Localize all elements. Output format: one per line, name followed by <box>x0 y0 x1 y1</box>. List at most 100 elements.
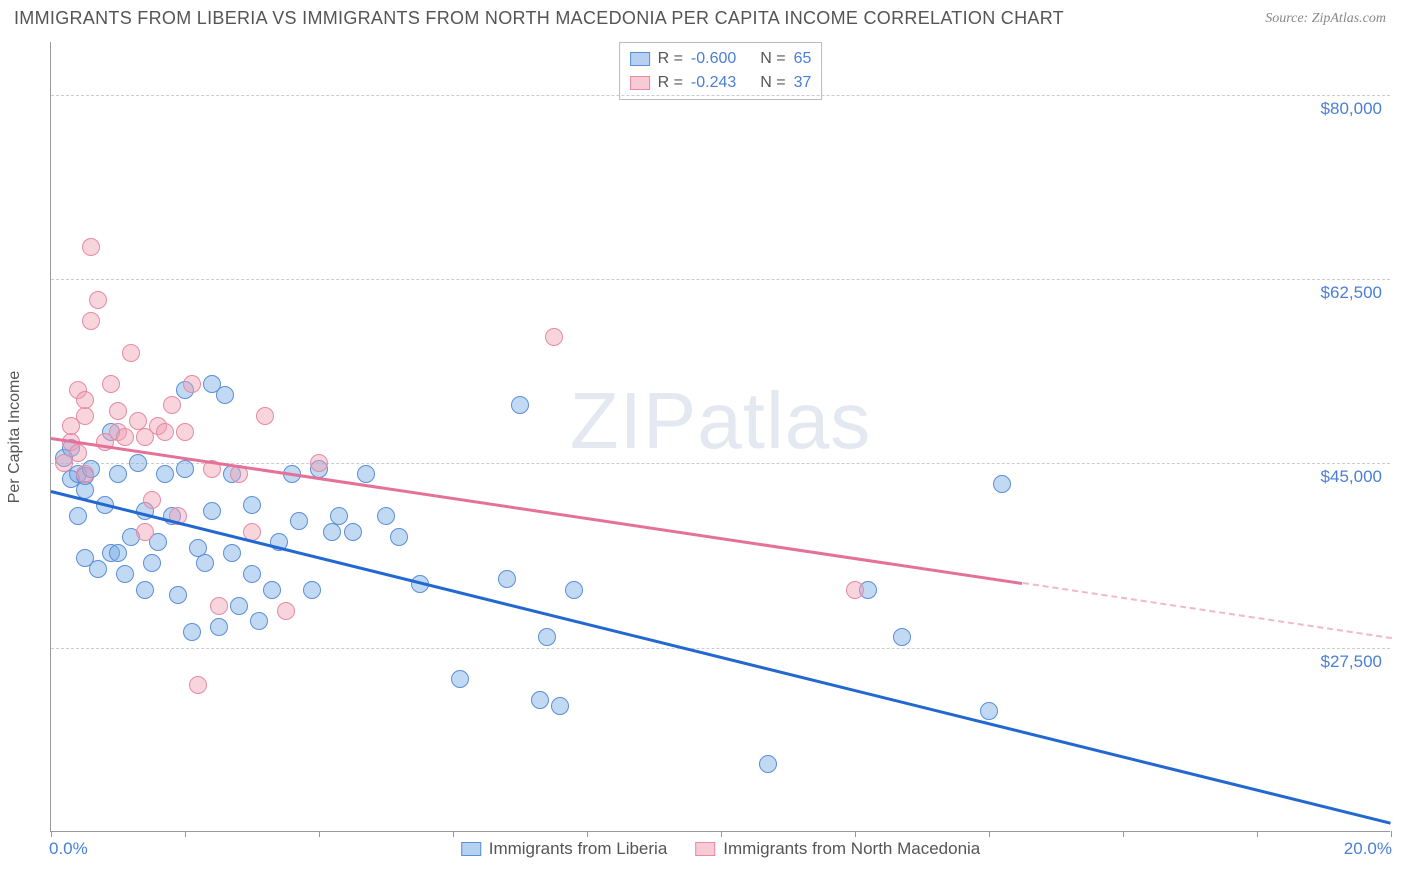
r-value: -0.243 <box>691 74 736 92</box>
scatter-point <box>82 312 100 330</box>
scatter-point <box>169 586 187 604</box>
scatter-point <box>183 375 201 393</box>
scatter-point <box>451 670 469 688</box>
scatter-point <box>511 396 529 414</box>
x-tick <box>1391 831 1392 837</box>
scatter-point <box>310 454 328 472</box>
scatter-point <box>143 554 161 572</box>
trend-line <box>51 490 1392 824</box>
scatter-point <box>498 570 516 588</box>
y-tick-label: $45,000 <box>1321 467 1382 487</box>
scatter-point <box>357 465 375 483</box>
series-legend: Immigrants from Liberia Immigrants from … <box>461 839 981 859</box>
scatter-point <box>69 507 87 525</box>
x-axis-max-label: 20.0% <box>1344 839 1392 859</box>
scatter-point <box>330 507 348 525</box>
y-tick-label: $62,500 <box>1321 283 1382 303</box>
scatter-point <box>176 460 194 478</box>
scatter-point <box>759 755 777 773</box>
scatter-point <box>189 676 207 694</box>
x-tick <box>855 831 856 837</box>
scatter-point <box>76 465 94 483</box>
chart-source: Source: ZipAtlas.com <box>1265 11 1386 27</box>
scatter-point <box>277 602 295 620</box>
legend-label: Immigrants from North Macedonia <box>723 839 980 859</box>
scatter-point <box>344 523 362 541</box>
scatter-point <box>109 402 127 420</box>
scatter-point <box>256 407 274 425</box>
legend-swatch-pink <box>630 76 650 90</box>
y-axis-label: Per Capita Income <box>6 370 24 503</box>
scatter-point <box>76 391 94 409</box>
y-tick-label: $27,500 <box>1321 652 1382 672</box>
scatter-point <box>323 523 341 541</box>
scatter-point <box>109 465 127 483</box>
scatter-point <box>136 581 154 599</box>
y-tick-label: $80,000 <box>1321 99 1382 119</box>
scatter-point <box>531 691 549 709</box>
gridline <box>51 648 1390 649</box>
scatter-point <box>250 612 268 630</box>
n-value: 65 <box>794 50 812 68</box>
correlation-legend: R = -0.600 N = 65 R = -0.243 N = 37 <box>619 42 823 100</box>
scatter-point <box>377 507 395 525</box>
scatter-point <box>243 496 261 514</box>
gridline <box>51 279 1390 280</box>
scatter-point <box>89 291 107 309</box>
legend-swatch-pink <box>695 842 715 856</box>
scatter-point <box>203 502 221 520</box>
scatter-point <box>102 375 120 393</box>
gridline <box>51 463 1390 464</box>
x-tick <box>185 831 186 837</box>
scatter-point <box>89 560 107 578</box>
legend-row-liberia: R = -0.600 N = 65 <box>630 47 812 71</box>
chart-title: IMMIGRANTS FROM LIBERIA VS IMMIGRANTS FR… <box>14 8 1064 29</box>
legend-row-macedonia: R = -0.243 N = 37 <box>630 71 812 95</box>
trend-line <box>1022 582 1391 639</box>
scatter-point <box>993 475 1011 493</box>
x-axis-min-label: 0.0% <box>49 839 88 859</box>
x-tick <box>453 831 454 837</box>
scatter-point <box>290 512 308 530</box>
x-tick <box>51 831 52 837</box>
x-tick <box>721 831 722 837</box>
scatter-point <box>538 628 556 646</box>
scatter-point <box>122 344 140 362</box>
scatter-point <box>109 544 127 562</box>
gridline <box>51 95 1390 96</box>
scatter-point <box>116 428 134 446</box>
scatter-point <box>176 423 194 441</box>
scatter-point <box>183 623 201 641</box>
legend-label: Immigrants from Liberia <box>489 839 668 859</box>
n-value: 37 <box>794 74 812 92</box>
n-label: N = <box>760 50 785 68</box>
legend-swatch-blue <box>461 842 481 856</box>
scatter-point <box>893 628 911 646</box>
x-tick <box>319 831 320 837</box>
scatter-point <box>216 386 234 404</box>
scatter-point <box>303 581 321 599</box>
x-tick <box>989 831 990 837</box>
r-label: R = <box>658 74 683 92</box>
scatter-point <box>116 565 134 583</box>
scatter-point <box>243 565 261 583</box>
scatter-point <box>76 407 94 425</box>
scatter-point <box>565 581 583 599</box>
scatter-point <box>230 597 248 615</box>
x-tick <box>1123 831 1124 837</box>
scatter-point <box>156 423 174 441</box>
chart-header: IMMIGRANTS FROM LIBERIA VS IMMIGRANTS FR… <box>0 0 1406 33</box>
legend-item-liberia: Immigrants from Liberia <box>461 839 668 859</box>
legend-swatch-blue <box>630 52 650 66</box>
legend-item-macedonia: Immigrants from North Macedonia <box>695 839 980 859</box>
scatter-point <box>82 238 100 256</box>
scatter-point <box>163 396 181 414</box>
scatter-point <box>551 697 569 715</box>
r-value: -0.600 <box>691 50 736 68</box>
n-label: N = <box>760 74 785 92</box>
scatter-chart: Per Capita Income ZIPatlas 0.0% 20.0% R … <box>50 42 1390 832</box>
x-tick <box>1257 831 1258 837</box>
scatter-point <box>846 581 864 599</box>
scatter-point <box>263 581 281 599</box>
scatter-point <box>980 702 998 720</box>
